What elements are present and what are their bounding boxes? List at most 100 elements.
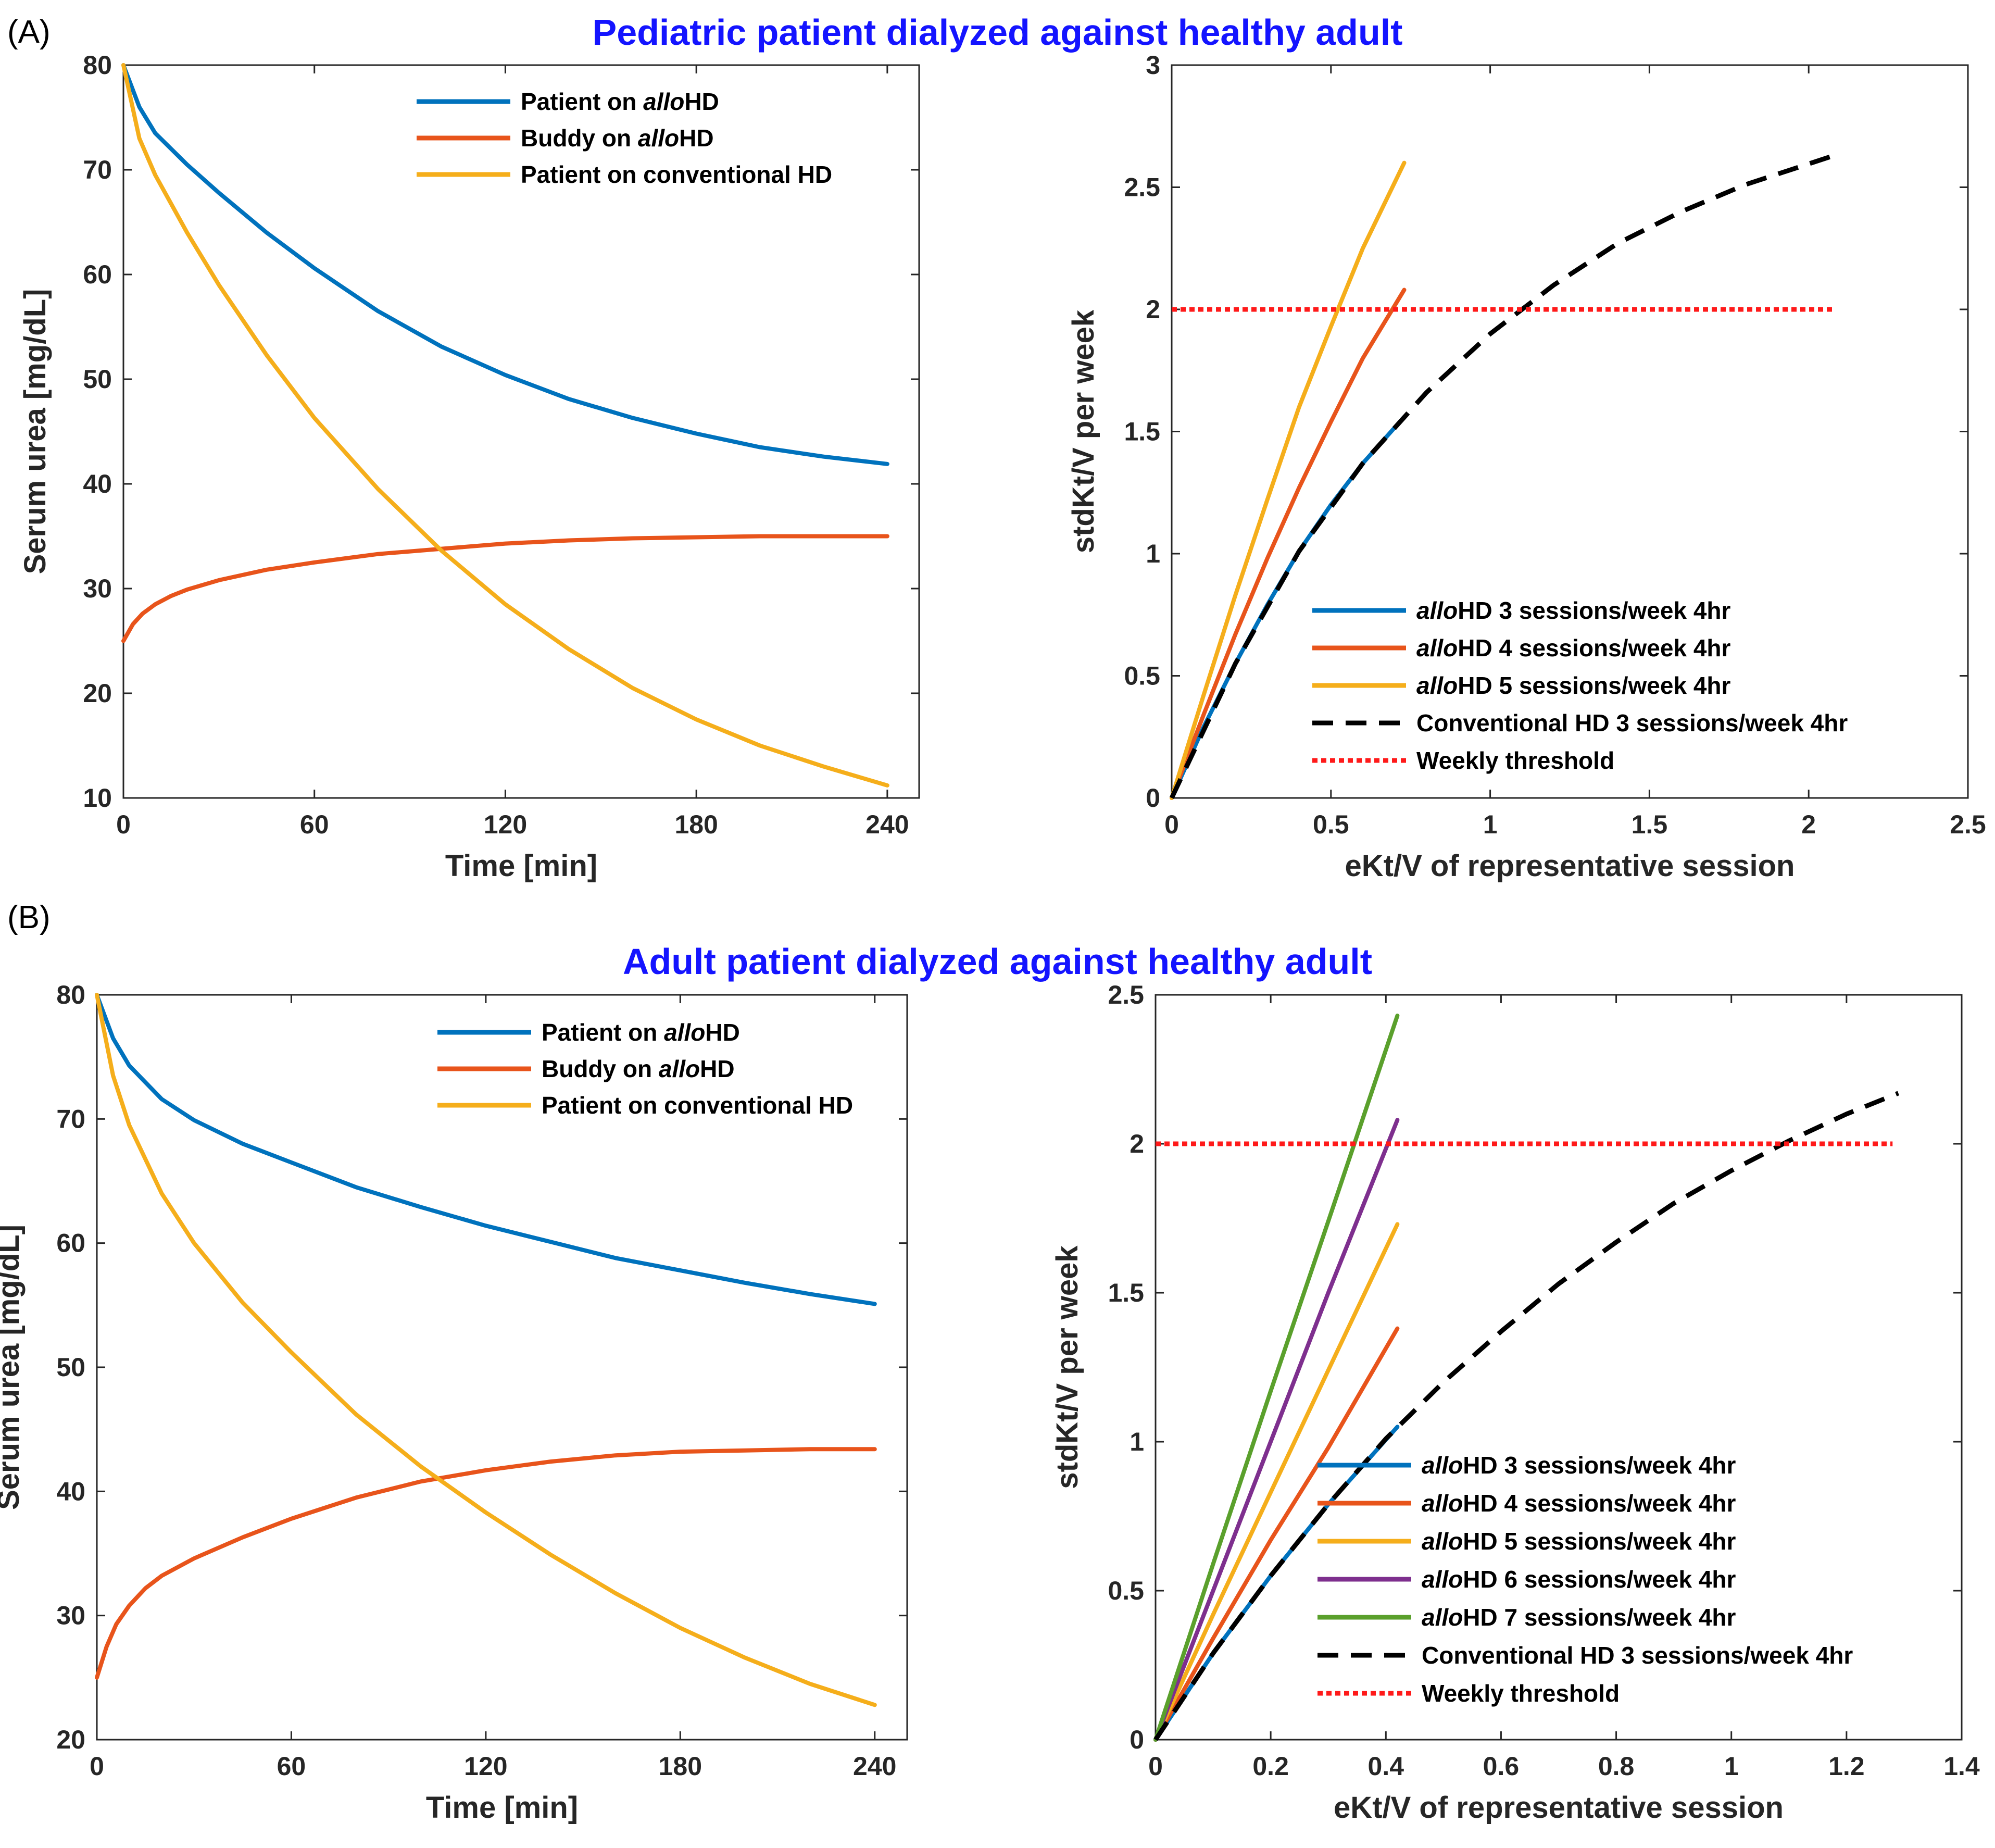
y-tick-label: 30 <box>56 1601 85 1630</box>
y-tick-label: 70 <box>56 1104 85 1133</box>
legend-label-1: Buddy on alloHD <box>542 1055 735 1082</box>
legend-label-4: Weekly threshold <box>1416 747 1614 774</box>
x-tick-label: 120 <box>484 810 527 839</box>
y-tick-label: 2 <box>1146 295 1160 324</box>
series-line-2 <box>121 63 889 788</box>
series-line-2 <box>95 993 877 1707</box>
y-tick-label: 60 <box>83 260 112 289</box>
panel-b-title: Adult patient dialyzed against healthy a… <box>622 941 1373 982</box>
series-line-0 <box>95 993 877 1306</box>
x-tick-label: 0.5 <box>1313 810 1349 839</box>
y-tick-label: 50 <box>56 1353 85 1382</box>
series-line-3 <box>1169 153 1835 799</box>
x-axis-label: eKt/V of representative session <box>1334 1791 1784 1825</box>
x-tick-label: 240 <box>865 810 909 839</box>
legend-label-1: Buddy on alloHD <box>521 124 714 152</box>
chart-a_right: 0 0.5 1 1.5 2 2.5 0 0.5 1 1.5 2 2.5 3 eKt/V of repres… <box>1066 51 1986 883</box>
x-tick-label: 0 <box>1164 810 1179 839</box>
y-tick-label: 2.5 <box>1108 980 1144 1009</box>
y-tick-label: 0.5 <box>1124 661 1160 691</box>
y-axis-label: Serum urea [mg/dL] <box>0 1225 26 1510</box>
chart-b_left: 0 60 120 180 240 20 30 40 50 60 70 80 Time [min] Seru… <box>0 980 908 1825</box>
x-tick-label: 120 <box>464 1752 507 1781</box>
series-line-1 <box>1153 1326 1400 1742</box>
legend-label-1: alloHD 4 sessions/week 4hr <box>1422 1490 1736 1517</box>
legend-label-1: alloHD 4 sessions/week 4hr <box>1416 634 1730 661</box>
x-tick-label: 60 <box>300 810 329 839</box>
x-tick-label: 180 <box>659 1752 702 1781</box>
series-line-0 <box>121 63 889 466</box>
series-line-4 <box>1153 1014 1400 1742</box>
legend-label-6: Weekly threshold <box>1422 1680 1620 1707</box>
x-tick-label: 1 <box>1483 810 1498 839</box>
y-tick-label: 0 <box>1130 1725 1144 1754</box>
series-line-2 <box>1153 1222 1400 1742</box>
y-axis-label: Serum urea [mg/dL] <box>18 289 52 575</box>
x-tick-label: 0 <box>90 1752 104 1781</box>
y-tick-label: 80 <box>83 51 112 80</box>
legend-label-0: alloHD 3 sessions/week 4hr <box>1422 1452 1736 1479</box>
y-tick-label: 20 <box>83 679 112 708</box>
y-tick-label: 50 <box>83 365 112 394</box>
x-tick-label: 180 <box>674 810 718 839</box>
y-tick-label: 1.5 <box>1108 1278 1144 1307</box>
y-tick-label: 1 <box>1146 539 1160 568</box>
y-tick-label: 0 <box>1146 783 1160 813</box>
y-tick-label: 30 <box>83 574 112 603</box>
x-tick-label: 0.6 <box>1483 1752 1520 1781</box>
y-tick-label: 2 <box>1130 1129 1144 1158</box>
x-tick-label: 2.5 <box>1950 810 1986 839</box>
legend-label-2: alloHD 5 sessions/week 4hr <box>1422 1528 1736 1555</box>
x-tick-label: 1 <box>1724 1752 1739 1781</box>
legend-label-0: alloHD 3 sessions/week 4hr <box>1416 597 1730 624</box>
series-line-2 <box>1170 160 1407 800</box>
y-tick-label: 1.5 <box>1124 417 1160 446</box>
y-axis-label: stdKt/V per week <box>1050 1245 1084 1489</box>
y-tick-label: 70 <box>83 155 112 184</box>
y-tick-label: 60 <box>56 1229 85 1258</box>
x-axis-label: Time [min] <box>445 849 597 883</box>
legend-label-2: Patient on conventional HD <box>521 161 832 188</box>
y-axis-label: stdKt/V per week <box>1066 309 1100 553</box>
series-line-1 <box>121 534 889 643</box>
axes-box <box>122 64 920 799</box>
y-tick-label: 10 <box>83 783 112 813</box>
panel-a-title: Pediatric patient dialyzed against healt… <box>592 12 1403 53</box>
y-tick-label: 40 <box>83 469 112 498</box>
legend-label-0: Patient on alloHD <box>542 1019 740 1046</box>
x-tick-label: 0 <box>116 810 131 839</box>
y-tick-label: 1 <box>1130 1427 1144 1456</box>
x-axis-label: Time [min] <box>426 1791 578 1825</box>
x-tick-label: 1.4 <box>1943 1752 1980 1781</box>
axes-box <box>96 994 908 1741</box>
x-axis-label: eKt/V of representative session <box>1345 849 1795 883</box>
x-tick-label: 1.5 <box>1632 810 1668 839</box>
axes-box <box>1155 994 1963 1741</box>
chart-a_left: 0 60 120 180 240 10 20 30 40 50 60 70 80 Time [min] Se… <box>18 51 920 883</box>
panel-b-label: (B) <box>7 900 51 935</box>
y-tick-label: 3 <box>1146 51 1160 80</box>
y-tick-label: 2.5 <box>1124 173 1160 202</box>
legend-label-2: Patient on conventional HD <box>542 1092 853 1119</box>
x-tick-label: 2 <box>1801 810 1816 839</box>
x-tick-label: 60 <box>277 1752 306 1781</box>
legend-label-3: Conventional HD 3 sessions/week 4hr <box>1416 709 1848 736</box>
y-tick-label: 0.5 <box>1108 1576 1144 1605</box>
legend-label-0: Patient on alloHD <box>521 88 719 115</box>
x-tick-label: 1.2 <box>1828 1752 1865 1781</box>
x-tick-label: 0.8 <box>1598 1752 1635 1781</box>
legend-label-5: Conventional HD 3 sessions/week 4hr <box>1422 1642 1853 1669</box>
panel-a-label: (A) <box>7 14 51 50</box>
legend-label-3: alloHD 6 sessions/week 4hr <box>1422 1566 1736 1593</box>
y-tick-label: 80 <box>56 980 85 1009</box>
series-line-3 <box>1153 1118 1400 1742</box>
series-line-1 <box>1170 288 1407 800</box>
x-tick-label: 0.4 <box>1368 1752 1404 1781</box>
x-tick-label: 0 <box>1148 1752 1163 1781</box>
axes-box <box>1171 64 1969 799</box>
x-tick-label: 240 <box>853 1752 896 1781</box>
series-line-1 <box>95 1447 877 1680</box>
y-tick-label: 40 <box>56 1477 85 1506</box>
x-tick-label: 0.2 <box>1252 1752 1289 1781</box>
